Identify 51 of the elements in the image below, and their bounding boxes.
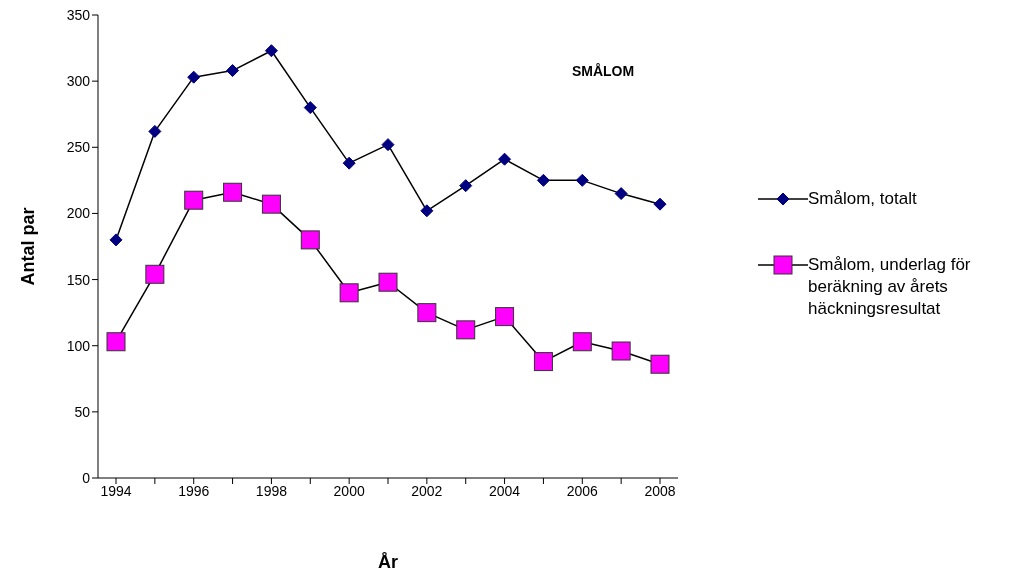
point [223,182,243,202]
point [536,173,550,187]
y-tick-label: 250 [66,139,91,156]
point [184,190,204,210]
y-tick-label: 100 [66,337,91,354]
point [420,204,434,218]
point [378,272,398,292]
y-tick-label: 0 [82,469,91,486]
point [303,101,317,115]
y-tick-label: 200 [66,205,91,222]
y-tick-label: 350 [66,6,91,23]
x-tick-label: 2002 [411,482,443,499]
point [611,341,631,361]
x-axis-title: År [377,552,399,572]
legend-label: Smålom, underlag för beräkning av årets häckningsresultat [808,254,972,320]
point [381,138,395,152]
legend-label: Smålom, totalt [808,188,917,210]
point [339,283,359,303]
point [148,124,162,138]
point [226,64,240,78]
y-axis-title: Antal par [18,207,39,286]
point [495,307,515,327]
point [653,197,667,211]
point [650,354,670,374]
point [572,332,592,352]
x-tick-label: 1996 [178,482,210,499]
point [456,320,476,340]
point [264,44,278,58]
point [145,264,165,284]
y-tick-label: 150 [66,271,91,288]
y-tick-label: 300 [66,73,91,90]
point [614,187,628,201]
point [417,303,437,323]
x-tick-label: 2000 [333,482,365,499]
x-tick-label: 2004 [488,482,521,499]
point [106,332,126,352]
point [533,352,553,372]
point [187,70,201,84]
y-tick-label: 50 [74,403,91,420]
x-tick-label: 1998 [255,482,288,499]
point [109,233,123,247]
text: SMÅLOM [571,63,635,79]
point [300,230,320,250]
point [575,173,589,187]
x-tick-label: 2008 [644,482,676,499]
point [498,152,512,166]
x-tick-label: 1994 [100,482,132,499]
point [342,156,356,170]
point [261,194,281,214]
point [459,179,473,193]
x-tick-label: 2006 [566,482,599,499]
